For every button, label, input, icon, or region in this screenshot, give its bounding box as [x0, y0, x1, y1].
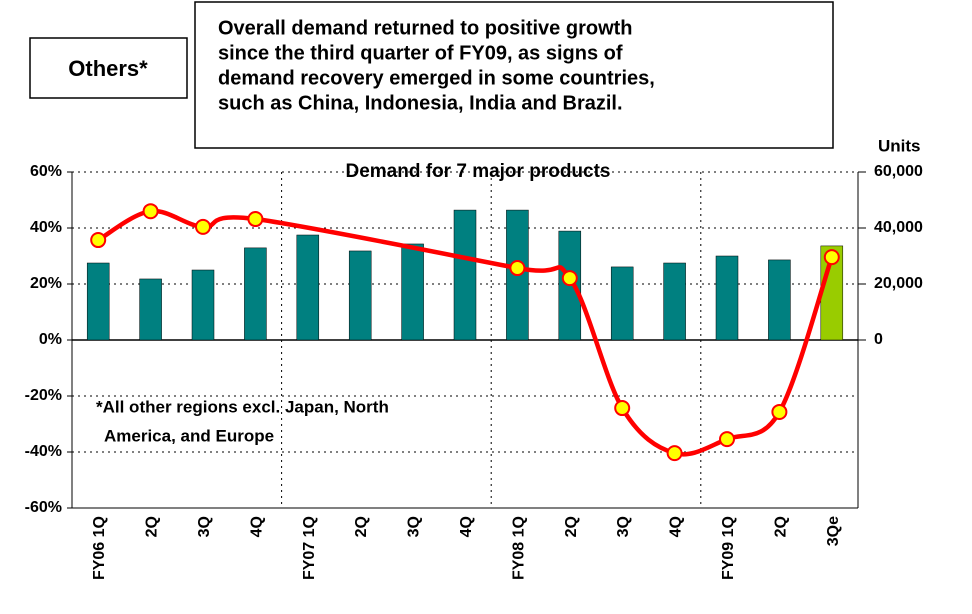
- bar: [663, 262, 686, 341]
- point: [142, 203, 159, 220]
- point: [666, 445, 683, 462]
- bar: [86, 262, 110, 341]
- point: [719, 431, 735, 448]
- y2-axis-label: Units: [878, 136, 921, 155]
- point: [614, 400, 631, 417]
- x-tick-label: 4Q: [458, 516, 475, 537]
- annotation: America, and Europe: [104, 426, 274, 445]
- x-tick-label: 4Q: [248, 516, 265, 537]
- x-tick-label: FY07 1Q: [301, 516, 318, 580]
- comment-text: demand recovery emerged in some countrie…: [218, 67, 655, 89]
- x-tick-label: 3Q: [196, 516, 213, 537]
- label-box: [29, 37, 188, 99]
- point: [509, 260, 526, 277]
- point: [247, 211, 264, 228]
- x-tick-label: 2Q: [144, 516, 161, 537]
- bar: [296, 234, 320, 341]
- x-tick-label: 2Q: [353, 516, 370, 537]
- bar: [348, 250, 372, 341]
- y2-tick-label: 0: [874, 331, 883, 348]
- y-tick-label: 20%: [30, 275, 62, 292]
- y-tick-label: -60%: [25, 499, 62, 516]
- bar: [401, 243, 424, 341]
- y2-tick-label: 60,000: [874, 163, 923, 180]
- point: [823, 249, 840, 266]
- comment-text: such as China, Indonesia, India and Braz…: [218, 92, 623, 114]
- x-tick-label: 3Qe: [825, 516, 842, 546]
- y-tick-label: 40%: [30, 219, 62, 236]
- bar: [453, 209, 477, 341]
- annotation: *All other regions excl. Japan, North: [96, 397, 389, 416]
- x-tick-label: FY08 1Q: [510, 516, 527, 580]
- y-tick-label: 60%: [30, 163, 62, 180]
- x-tick-label: FY06 1Q: [91, 516, 108, 580]
- y-tick-label: -20%: [25, 387, 62, 404]
- point: [195, 218, 211, 235]
- label-box-text: Others*: [68, 56, 148, 81]
- point: [771, 403, 788, 420]
- x-tick-label: FY09 1Q: [720, 516, 737, 580]
- point: [561, 270, 578, 287]
- x-tick-label: 4Q: [668, 516, 685, 537]
- bar: [244, 247, 267, 341]
- x-tick-label: 3Q: [615, 516, 632, 537]
- point: [90, 232, 107, 249]
- bar: [610, 266, 634, 341]
- y-tick-label: 0%: [39, 331, 62, 348]
- x-tick-label: 3Q: [406, 516, 423, 537]
- y2-tick-label: 40,000: [874, 219, 923, 236]
- y2-tick-label: 20,000: [874, 275, 923, 292]
- comment-text: since the third quarter of FY09, as sign…: [218, 42, 623, 64]
- comment-box: [194, 1, 834, 149]
- y-tick-label: -40%: [25, 443, 62, 460]
- bar: [768, 259, 791, 341]
- chart-title: Demand for 7 major products: [346, 161, 611, 182]
- x-tick-label: 2Q: [563, 516, 580, 537]
- x-tick-label: 2Q: [772, 516, 789, 537]
- bar: [139, 278, 162, 341]
- bar: [715, 255, 739, 341]
- bar: [191, 269, 215, 341]
- comment-text: Overall demand returned to positive grow…: [218, 17, 633, 39]
